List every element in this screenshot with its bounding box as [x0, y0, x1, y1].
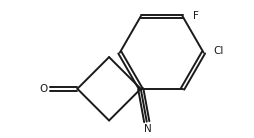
Text: N: N — [144, 124, 152, 134]
Text: Cl: Cl — [213, 46, 224, 56]
Text: F: F — [193, 11, 199, 21]
Text: O: O — [39, 84, 47, 94]
